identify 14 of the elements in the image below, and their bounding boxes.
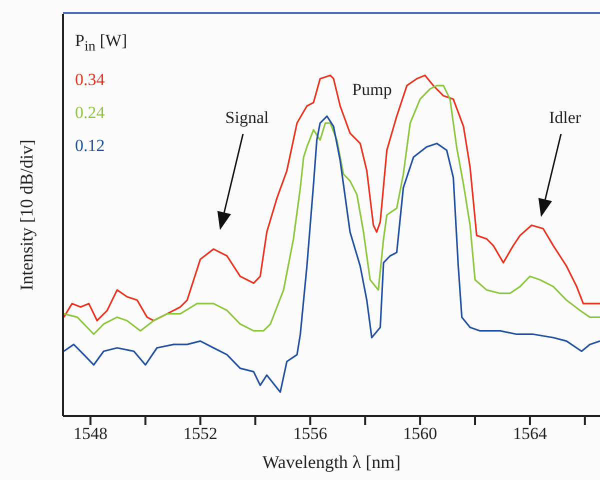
annotation: Idler <box>548 108 582 128</box>
x-tick-label: 1564 <box>512 424 548 444</box>
annotation: Pump <box>351 80 393 100</box>
x-tick-label: 1556 <box>293 424 328 444</box>
legend-title: P$_{in}$ [W] <box>75 31 128 54</box>
x-tick-label: 1552 <box>183 424 218 444</box>
text: 0.34 <box>75 69 106 92</box>
y-axis-title: Intensity [10 dB/div] <box>16 140 36 290</box>
annotation: Signal <box>224 108 270 128</box>
x-tick-label: 1548 <box>73 424 108 444</box>
text: 0.12 <box>75 135 106 158</box>
x-axis-title: Wavelength λ [nm] <box>262 452 401 472</box>
text: 0.24 <box>75 102 106 124</box>
x-tick-label: 1560 <box>403 424 438 444</box>
